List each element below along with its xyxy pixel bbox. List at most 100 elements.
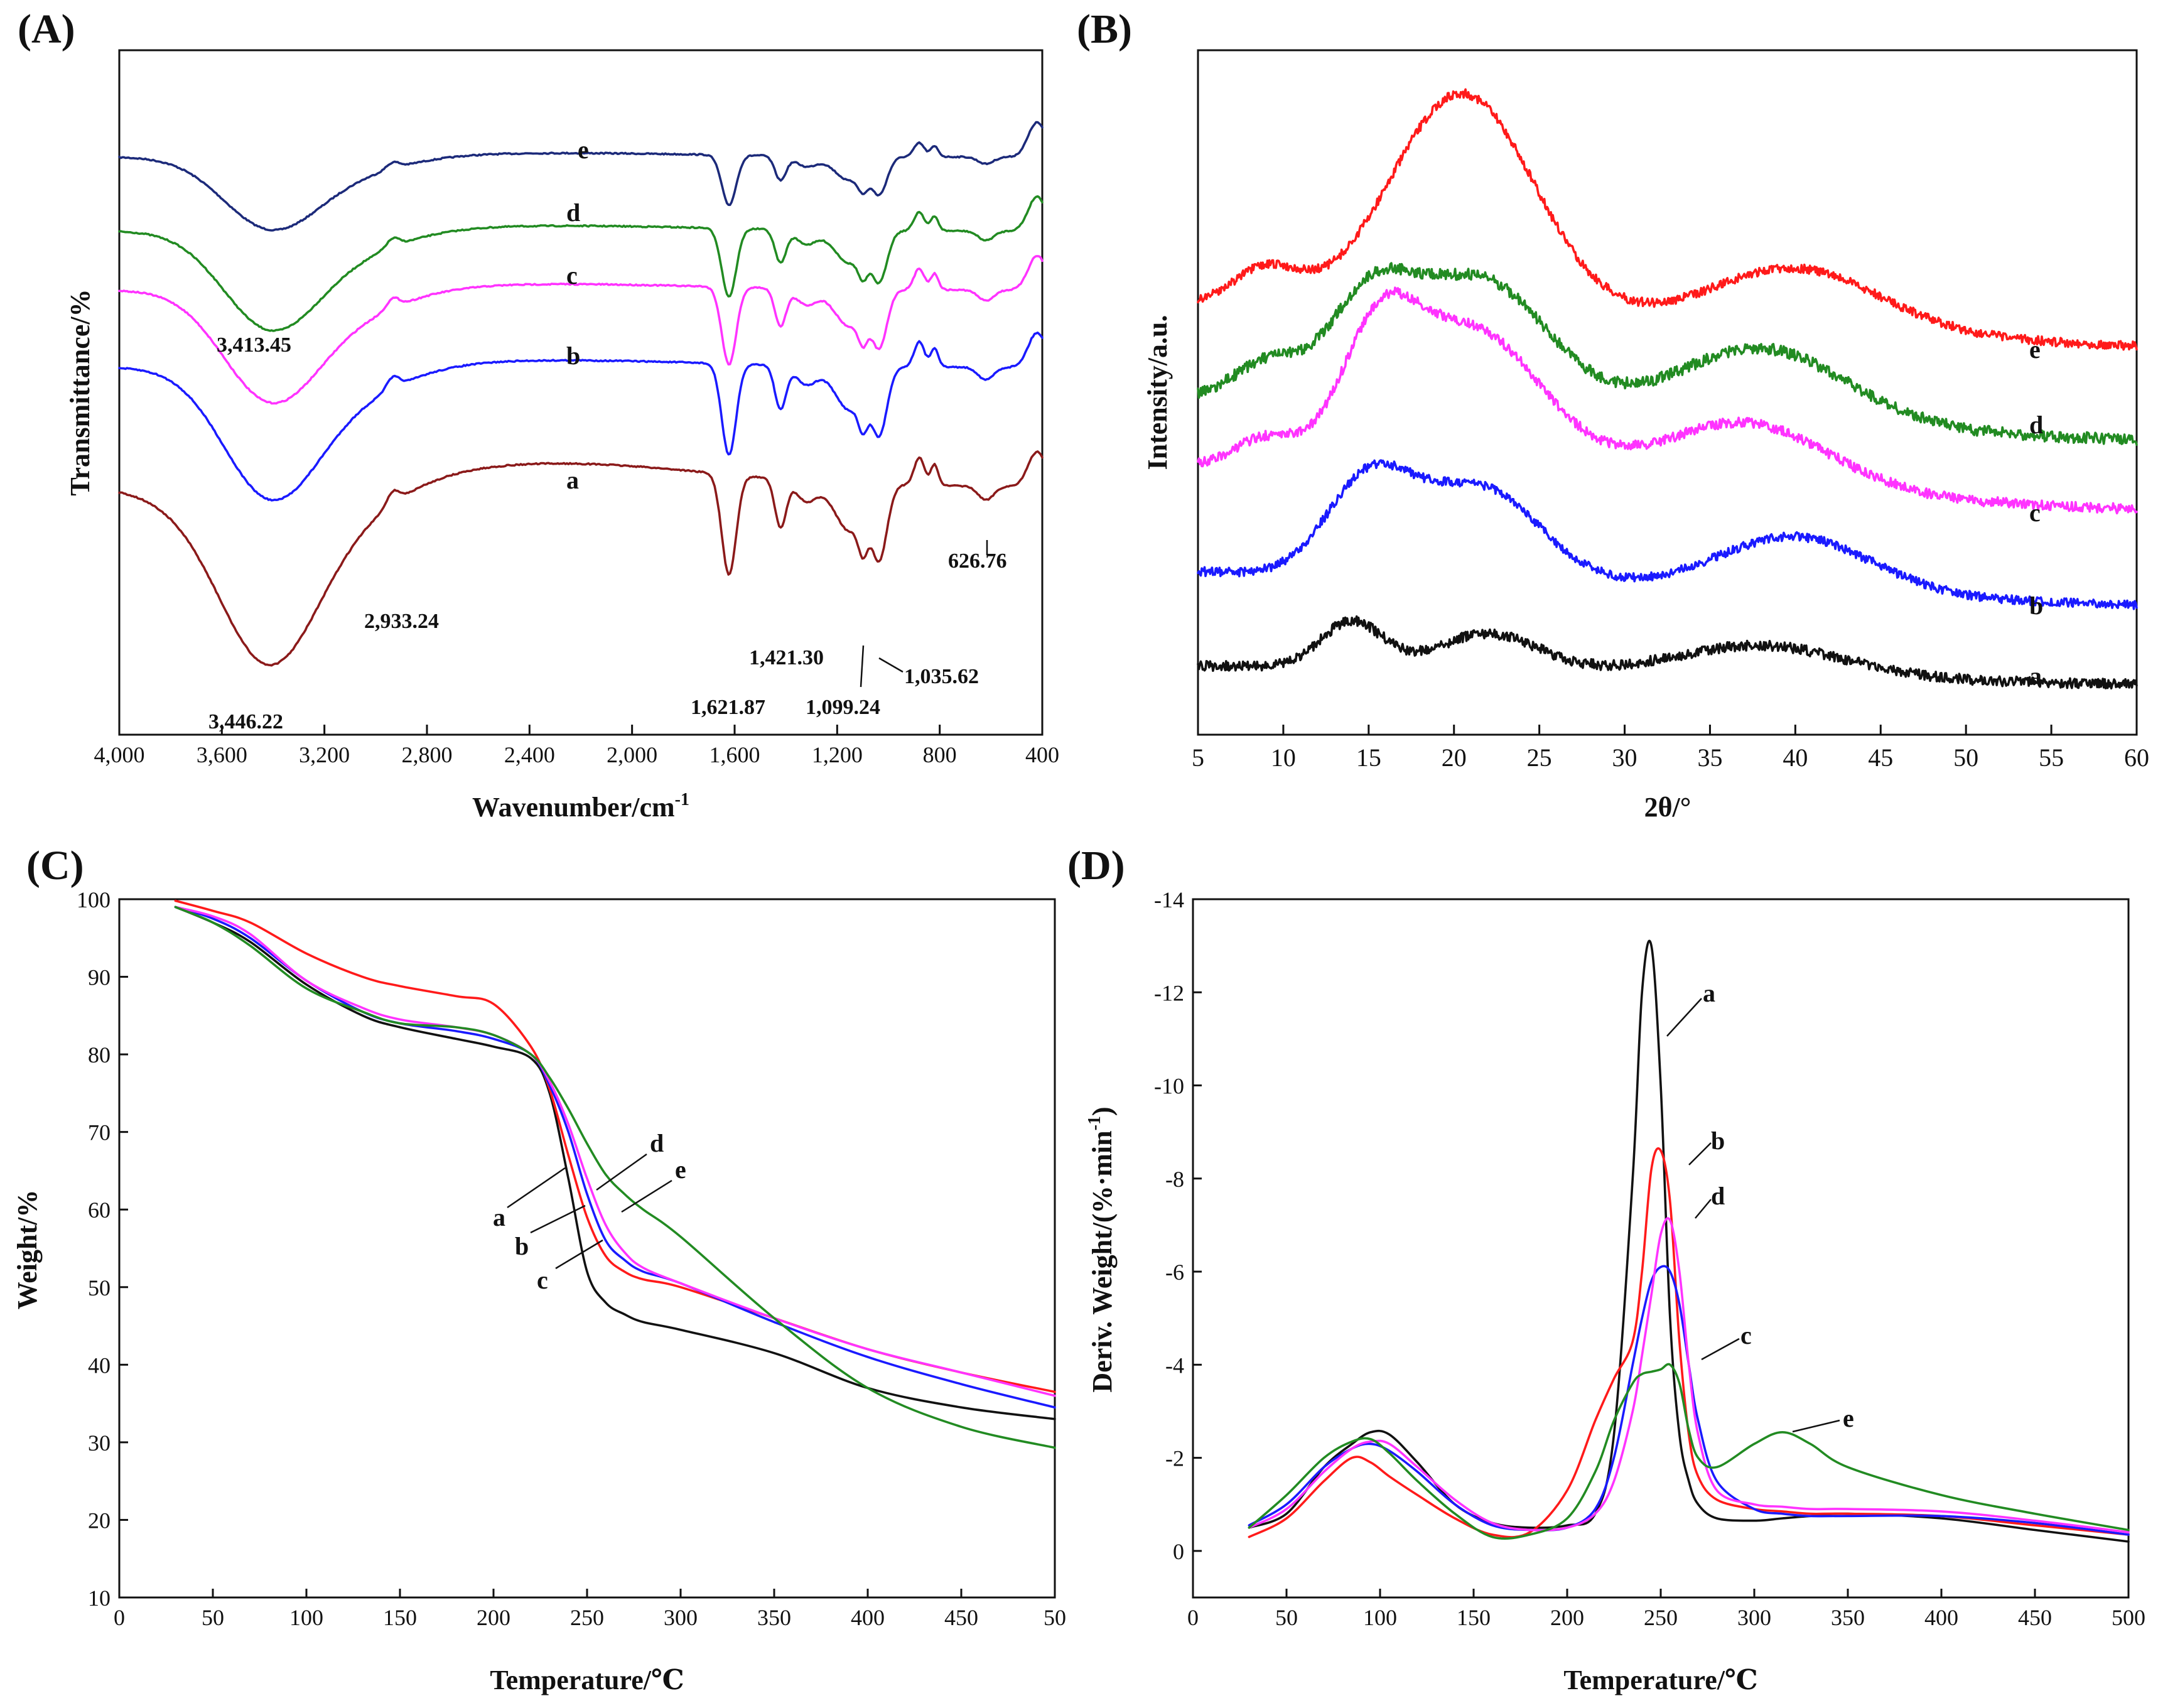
panel-c-label-e: e — [675, 1155, 686, 1184]
panel-d-label-e: e — [1843, 1404, 1854, 1432]
panel-a-series-e — [118, 121, 1044, 232]
panel-c-x-tick-label: 250 — [570, 1605, 604, 1630]
panel-label-c: (C) — [26, 843, 84, 889]
panel-d-arrow-e — [1792, 1419, 1840, 1433]
panel-b-series-b — [1197, 459, 2138, 610]
panel-d-label-b: b — [1711, 1127, 1725, 1155]
panel-c-label-d: d — [650, 1129, 664, 1157]
panel-d-arrow-a — [1666, 998, 1702, 1037]
panel-a-annot-1035: 1,035.62 — [904, 665, 979, 688]
panel-a-y-axis-title: Transmittance/% — [65, 289, 95, 495]
panel-b-x-tick-label: 25 — [1527, 743, 1552, 772]
panel-a-x-tick-label: 3,600 — [197, 742, 247, 767]
panel-c-y-tick-label: 30 — [88, 1430, 111, 1456]
panel-d-label-d: d — [1711, 1182, 1725, 1210]
panel-b-frame — [1197, 49, 2138, 736]
panel-d-x-ticks: 0 50 100 150 200 250 300 350 400 450 500 — [1187, 1589, 2145, 1630]
panel-c-x-tick-label: 50 — [202, 1605, 224, 1630]
panel-b-series-c — [1197, 286, 2138, 515]
panel-d-arrow-b — [1688, 1142, 1712, 1165]
panel-c-arrow-a — [507, 1167, 566, 1209]
panel-b-x-tick-label: 5 — [1192, 743, 1204, 772]
panel-d-x-tick-label: 150 — [1457, 1605, 1491, 1630]
panel-c-arrow-c — [555, 1239, 603, 1270]
panel-d-series-c — [1248, 1265, 2130, 1536]
panel-a-arrow-1099 — [860, 645, 865, 688]
panel-d-x-tick-label: 500 — [2112, 1605, 2145, 1630]
panel-c-label-b: b — [515, 1232, 529, 1260]
panel-b-xrd: (B) 5 10 15 20 25 30 35 40 45 50 55 60 2θ/° Intensi… — [1077, 6, 2149, 823]
panel-c-arrow-b — [530, 1204, 586, 1234]
panel-d-dtg: (D) -14 -12 -10 -8 -6 -4 -2 0 0 50 100 150 200 250 30… — [1067, 843, 2145, 1695]
panel-b-x-tick-label: 15 — [1356, 743, 1381, 772]
panel-c-x-ticks: 0 50 100 150 200 250 300 350 400 450 50 — [114, 1589, 1066, 1630]
panel-b-x-tick-label: 30 — [1612, 743, 1637, 772]
panel-c-x-tick-label: 300 — [664, 1605, 698, 1630]
panel-a-x-tick-label: 2,400 — [504, 742, 555, 767]
panel-b-x-tick-label: 40 — [1783, 743, 1808, 772]
panel-d-y-tick-label: -6 — [1165, 1260, 1184, 1285]
panel-c-series-b — [174, 899, 1056, 1393]
panel-c-label-a: a — [493, 1203, 505, 1231]
panel-c-y-tick-label: 80 — [88, 1042, 111, 1068]
panel-d-series — [1248, 939, 2130, 1543]
panel-b-label-a: a — [2029, 662, 2042, 690]
panel-a-annot-1421: 1,421.30 — [749, 646, 824, 669]
panel-c-series — [174, 899, 1056, 1449]
panel-a-annot-1099: 1,099.24 — [806, 696, 880, 719]
panel-a-label-b: b — [566, 342, 580, 370]
panel-b-x-tick-label: 55 — [2039, 743, 2064, 772]
panel-a-x-tick-label: 800 — [923, 742, 957, 767]
panel-c-x-tick-label: 400 — [851, 1605, 885, 1630]
panel-a-ftir: (A) 4,000 3,600 3,200 2,800 2,400 2,000 1,600 1… — [18, 6, 1059, 823]
panel-d-y-ticks: -14 -12 -10 -8 -6 -4 -2 0 — [1154, 887, 1202, 1564]
panel-a-x-tick-label: 400 — [1025, 742, 1059, 767]
panel-d-x-tick-label: 400 — [1924, 1605, 1958, 1630]
panel-d-x-tick-label: 50 — [1275, 1605, 1298, 1630]
panel-c-x-tick-label: 200 — [477, 1605, 510, 1630]
panel-a-arrow-1035 — [878, 657, 904, 673]
panel-d-x-tick-label: 250 — [1644, 1605, 1678, 1630]
panel-b-x-tick-label: 35 — [1697, 743, 1722, 772]
panel-d-series-e — [1248, 1363, 2130, 1540]
panel-a-annot-2933: 2,933.24 — [364, 610, 439, 633]
panel-d-y-tick-label: -2 — [1165, 1446, 1184, 1471]
panel-b-label-d: d — [2029, 411, 2043, 439]
panel-a-annot-3446: 3,446.22 — [208, 710, 283, 733]
panel-b-series-a — [1197, 615, 2138, 689]
panel-a-annot-3413: 3,413.45 — [217, 333, 291, 357]
panel-b-x-tick-label: 20 — [1442, 743, 1467, 772]
panel-d-y-tick-label: -4 — [1165, 1353, 1184, 1378]
panel-c-x-tick-label: 150 — [383, 1605, 417, 1630]
panel-b-label-b: b — [2029, 592, 2043, 620]
panel-c-y-tick-label: 100 — [77, 887, 111, 912]
panel-d-y-tick-label: -8 — [1165, 1167, 1184, 1192]
panel-a-label-c: c — [566, 261, 578, 289]
panel-c-tga: (C) 10 20 30 40 50 60 70 80 90 100 0 50 100 150 200 25… — [12, 843, 1066, 1695]
panel-a-series-d — [118, 195, 1044, 332]
panel-a-x-ticks: 4,000 3,600 3,200 2,800 2,400 2,000 1,600 1,200… — [94, 725, 1059, 767]
panel-b-x-tick-label: 10 — [1271, 743, 1296, 772]
panel-d-x-tick-label: 350 — [1831, 1605, 1865, 1630]
panel-b-x-axis-title: 2θ/° — [1644, 792, 1691, 823]
panel-a-series — [118, 121, 1044, 667]
panel-a-annot-1621: 1,621.87 — [691, 696, 765, 719]
panel-d-series-a — [1248, 939, 2130, 1543]
panel-label-a: (A) — [18, 6, 75, 52]
panel-b-label-c: c — [2029, 499, 2041, 527]
panel-a-annot-626: 626.76 — [948, 549, 1007, 573]
panel-d-x-tick-label: 300 — [1737, 1605, 1771, 1630]
panel-d-x-tick-label: 100 — [1363, 1605, 1397, 1630]
panel-c-y-tick-label: 70 — [88, 1120, 111, 1145]
panel-d-frame — [1192, 898, 2130, 1599]
panel-a-x-tick-label: 2,000 — [607, 742, 657, 767]
panel-a-series-a — [118, 450, 1044, 667]
panel-c-y-axis-title: Weight/% — [12, 1190, 43, 1310]
panel-a-label-a: a — [566, 466, 579, 494]
panel-b-series — [1197, 88, 2138, 689]
panel-d-label-c: c — [1740, 1321, 1752, 1349]
panel-c-y-tick-label: 10 — [88, 1586, 111, 1611]
panel-c-y-tick-label: 50 — [88, 1275, 111, 1300]
panel-c-x-tick-label: 450 — [944, 1605, 978, 1630]
